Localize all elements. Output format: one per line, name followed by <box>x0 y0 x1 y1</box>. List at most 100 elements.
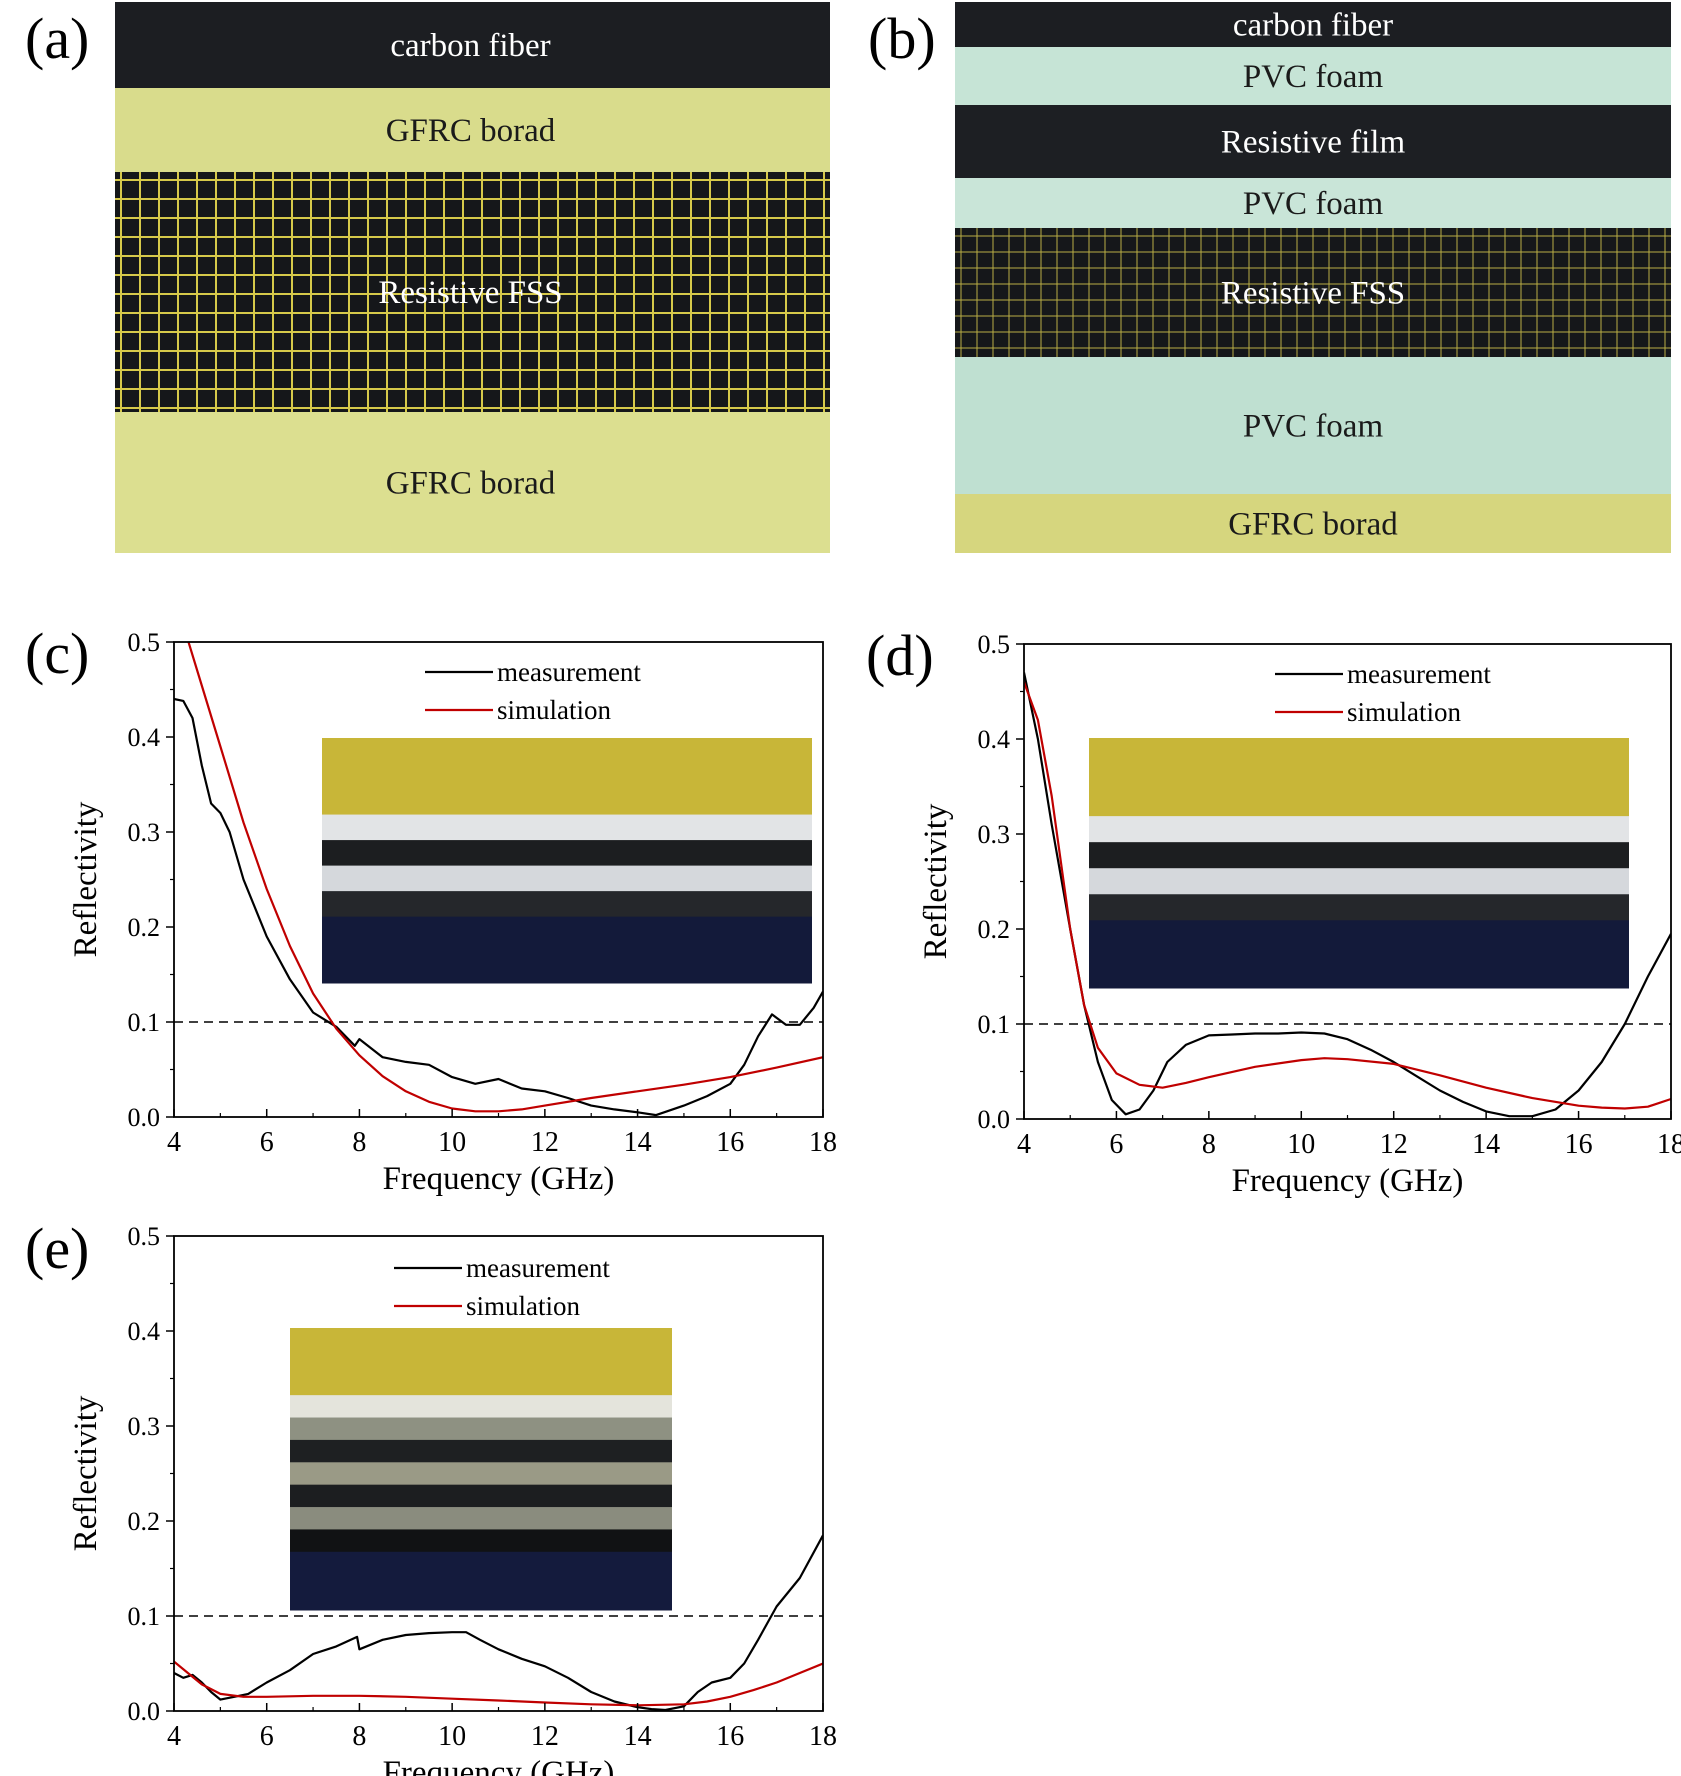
layer-band <box>955 105 1671 178</box>
x-tick-label: 6 <box>260 1721 274 1752</box>
layer-band <box>955 178 1671 228</box>
x-tick-label: 4 <box>167 1721 181 1752</box>
x-tick-label: 8 <box>352 1127 366 1158</box>
layer-label: GFRC borad <box>386 113 556 149</box>
layer-band <box>115 2 830 88</box>
x-tick-label: 4 <box>1017 1129 1031 1160</box>
x-tick-label: 4 <box>167 1127 181 1158</box>
y-tick-label: 0.4 <box>128 723 161 752</box>
legend-entry: simulation <box>1347 697 1461 727</box>
x-tick-label: 18 <box>809 1127 837 1158</box>
panel-label: (b) <box>868 6 936 71</box>
layer-label: Resistive film <box>1221 125 1406 161</box>
photo-panel-b: carbon fiber PVC foam Resistive film PVC fo… <box>868 2 1671 553</box>
x-axis-label: Frequency (GHz) <box>1232 1163 1464 1199</box>
layer-band <box>955 494 1671 553</box>
inset-layer <box>1089 816 1629 843</box>
x-tick-label: 8 <box>352 1721 366 1752</box>
inset-layer <box>1089 842 1629 869</box>
layer-label: GFRC borad <box>1228 507 1398 543</box>
inset-layer <box>322 916 812 984</box>
series-line-measurement <box>174 697 823 1117</box>
chart-panel-c: 4 6 8 10 12 14 16 18 0.0 0.1 0.2 0.3 0.4 0.5 Frequency… <box>25 621 837 1197</box>
legend-entry: simulation <box>466 1291 580 1321</box>
layer-band <box>115 412 830 553</box>
series-line-simulation <box>1024 681 1671 1110</box>
layer-label: PVC foam <box>1243 59 1384 95</box>
panel-label: (c) <box>25 621 89 686</box>
inset-layer <box>290 1328 672 1396</box>
x-tick-label: 14 <box>1472 1129 1500 1160</box>
y-tick-label: 0.2 <box>128 913 161 942</box>
inset-photo <box>1089 738 1629 989</box>
x-tick-label: 14 <box>624 1721 652 1752</box>
inset-layer <box>290 1417 672 1441</box>
series-line-simulation <box>174 1660 823 1707</box>
inset-layer <box>322 891 812 918</box>
x-tick-label: 16 <box>1565 1129 1593 1160</box>
x-tick-label: 12 <box>1380 1129 1408 1160</box>
photo-layers: carbon fiber GFRC borad Resistive FSS GFRC … <box>115 2 830 553</box>
layer-label: PVC foam <box>1243 409 1384 445</box>
layer-label: PVC foam <box>1243 186 1384 222</box>
inset-layer <box>322 738 812 816</box>
series-line-simulation <box>187 642 823 1113</box>
layer-label: Resistive FSS <box>378 275 562 311</box>
layer-label: GFRC borad <box>386 466 556 502</box>
x-tick-label: 10 <box>438 1721 466 1752</box>
x-axis-label: Frequency (GHz) <box>383 1161 615 1197</box>
y-tick-label: 0.0 <box>128 1103 161 1132</box>
legend-entry: measurement <box>497 657 641 687</box>
y-tick-label: 0.5 <box>978 630 1011 659</box>
layer-label: Resistive FSS <box>1221 276 1405 312</box>
inset-layer <box>322 814 812 841</box>
y-tick-label: 0.2 <box>128 1507 161 1536</box>
series-line-measurement <box>1024 672 1671 1118</box>
x-tick-label: 18 <box>1657 1129 1681 1160</box>
y-tick-label: 0.3 <box>128 818 161 847</box>
y-axis-label: Reflectivity <box>918 803 954 959</box>
inset-layer <box>290 1439 672 1463</box>
inset-layer <box>290 1551 672 1611</box>
x-tick-label: 10 <box>1287 1129 1315 1160</box>
x-tick-label: 6 <box>1109 1129 1123 1160</box>
photo-panel-a: carbon fiber GFRC borad Resistive FSS GFRC … <box>25 2 830 553</box>
y-tick-label: 0.0 <box>978 1105 1011 1134</box>
x-axis-label: Frequency (GHz) <box>383 1755 615 1776</box>
plot-area <box>174 642 823 1117</box>
inset-layer <box>290 1529 672 1553</box>
inset-layer <box>1089 894 1629 921</box>
x-tick-label: 10 <box>438 1127 466 1158</box>
inset-layer <box>290 1484 672 1508</box>
y-tick-label: 0.4 <box>128 1317 161 1346</box>
inset-photo <box>322 738 812 984</box>
inset-layer <box>322 865 812 892</box>
legend-entry: simulation <box>497 695 611 725</box>
layer-band <box>955 2 1671 47</box>
x-tick-label: 8 <box>1202 1129 1216 1160</box>
photo-layers: carbon fiber PVC foam Resistive film PVC fo… <box>955 2 1671 553</box>
y-tick-label: 0.0 <box>128 1697 161 1726</box>
legend-entry: measurement <box>466 1253 610 1283</box>
plot-area <box>1024 672 1671 1118</box>
legend-entry: measurement <box>1347 659 1491 689</box>
panel-label: (e) <box>25 1216 89 1281</box>
layer-label: carbon fiber <box>1233 8 1393 44</box>
x-tick-label: 6 <box>260 1127 274 1158</box>
x-tick-label: 14 <box>624 1127 652 1158</box>
panel-label: (d) <box>866 623 934 688</box>
chart-panel-e: 4 6 8 10 12 14 16 18 0.0 0.1 0.2 0.3 0.4 0.5 Frequency… <box>25 1216 837 1776</box>
layer-band <box>955 357 1671 494</box>
layer-band <box>115 88 830 172</box>
inset-layer <box>290 1507 672 1530</box>
inset-layer <box>1089 868 1629 895</box>
inset-photo <box>290 1328 672 1611</box>
y-tick-label: 0.1 <box>128 1602 161 1631</box>
y-tick-label: 0.4 <box>978 725 1011 754</box>
inset-layer <box>1089 920 1629 989</box>
plot-area <box>174 1534 823 1711</box>
inset-layer <box>1089 738 1629 817</box>
x-tick-label: 16 <box>716 1127 744 1158</box>
inset-layer <box>290 1395 672 1419</box>
x-tick-label: 12 <box>531 1127 559 1158</box>
